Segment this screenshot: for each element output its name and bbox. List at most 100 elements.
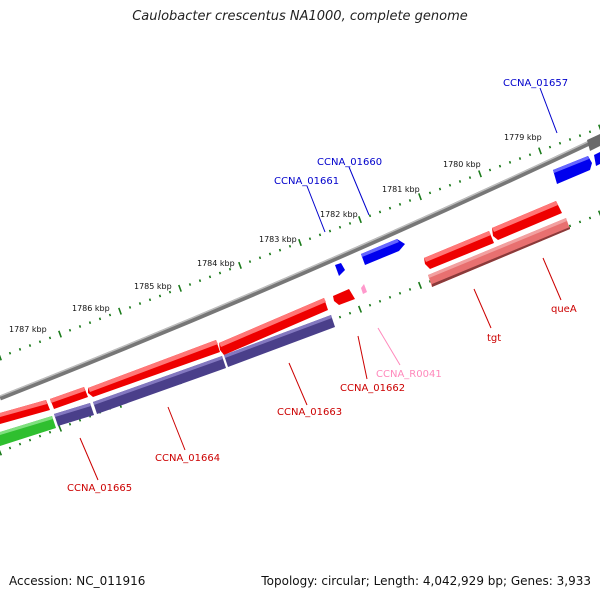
inner-scale-minor-tick <box>68 422 72 426</box>
outer-scale-minor-tick <box>208 275 212 279</box>
inner-scale-major-tick <box>357 305 363 313</box>
gene-label-ccna-r0041[interactable]: CCNA_R0041 <box>376 369 442 380</box>
gene-label-ccna-01663[interactable]: CCNA_01663 <box>277 407 342 418</box>
cds-feature-queA-tgt[interactable] <box>428 218 570 287</box>
inner-scale-minor-tick <box>338 315 342 319</box>
cds-track <box>0 218 570 446</box>
cds-feature-green[interactable] <box>0 416 56 446</box>
cds-feature-ccna-01664[interactable] <box>93 356 226 414</box>
scale-label-1785: 1785 kbp <box>134 282 172 291</box>
outer-scale-minor-tick <box>338 225 342 229</box>
genome-summary-text: Topology: circular; Length: 4,042,929 bp… <box>261 574 591 588</box>
inner-scale-minor-tick <box>578 220 582 224</box>
outer-scale-minor-tick <box>518 157 522 160</box>
scale-label-1786: 1786 kbp <box>72 304 110 313</box>
outer-scale-minor-tick <box>448 183 452 187</box>
gene-feature-queA[interactable] <box>492 201 562 240</box>
outer-scale-minor-tick <box>38 340 42 344</box>
outer-scale-minor-tick <box>578 134 582 138</box>
outer-scale-major-tick <box>178 284 182 292</box>
outer-scale-minor-tick <box>8 351 12 355</box>
gene-feature-ccna-01657b[interactable] <box>594 152 600 166</box>
outer-scale-minor-tick <box>428 191 432 195</box>
label-leaders <box>79 87 562 481</box>
gene-feature-grey-fragment[interactable] <box>587 134 600 151</box>
outer-scale-major-tick <box>298 238 302 247</box>
inner-scale-major-tick <box>597 210 600 217</box>
outer-scale-major-tick <box>118 307 122 315</box>
inner-scale-major-tick <box>0 449 3 456</box>
gene-label-ccna-01657[interactable]: CCNA_01657 <box>503 78 568 89</box>
gene-label-ccna-01660[interactable]: CCNA_01660 <box>317 157 382 168</box>
inner-scale-minor-tick <box>428 280 432 283</box>
outer-scale-major-tick <box>598 124 600 131</box>
outer-scale-minor-tick <box>78 325 82 328</box>
outer-scale-minor-tick <box>468 176 472 179</box>
outer-scale-minor-tick <box>188 283 192 286</box>
cds-feature-ccna-01663[interactable] <box>224 315 335 367</box>
outer-scale-minor-tick <box>558 141 562 145</box>
map-title: Caulobacter crescentus NA1000, complete … <box>132 9 468 24</box>
outer-scale-minor-tick <box>278 248 282 252</box>
outer-scale-major-tick <box>58 330 62 338</box>
outer-scale-minor-tick <box>198 279 202 283</box>
outer-scale-minor-tick <box>108 313 112 317</box>
cds-feature-ccna-01665[interactable] <box>54 403 94 426</box>
gene-feature-ccna-01660[interactable] <box>361 239 405 265</box>
scale-label-1780: 1780 kbp <box>443 160 481 169</box>
outer-scale-ticks <box>0 124 600 361</box>
inner-scale-minor-tick <box>568 224 572 228</box>
reverse-genes <box>0 201 562 424</box>
gene-label-queA[interactable]: queA <box>551 304 577 315</box>
inner-scale-minor-tick <box>8 446 12 450</box>
gene-label-tgt[interactable]: tgt <box>487 333 501 344</box>
inner-scale-minor-tick <box>78 418 82 422</box>
outer-scale-major-tick <box>358 216 362 224</box>
outer-scale-minor-tick <box>288 244 292 248</box>
gene-feature-ccna-01661[interactable] <box>335 263 345 276</box>
outer-scale-major-tick <box>0 354 2 361</box>
inner-scale-minor-tick <box>48 430 52 434</box>
gene-feature-ccna-01657[interactable] <box>553 156 592 184</box>
outer-scale-minor-tick <box>48 336 52 340</box>
outer-scale-minor-tick <box>228 267 232 271</box>
outer-scale-minor-tick <box>98 317 102 321</box>
inner-scale-minor-tick <box>28 438 32 442</box>
outer-scale-major-tick <box>238 261 242 269</box>
scale-label-1783: 1783 kbp <box>259 235 297 244</box>
genome-backbone <box>0 135 600 401</box>
inner-scale-minor-tick <box>378 299 382 303</box>
scale-label-1781: 1781 kbp <box>382 185 420 194</box>
outer-scale-minor-tick <box>28 344 32 347</box>
outer-scale-minor-tick <box>218 271 222 275</box>
outer-scale-minor-tick <box>528 153 532 157</box>
inner-scale-minor-tick <box>18 442 22 446</box>
genome-backbone-highlight <box>0 135 600 397</box>
outer-scale-major-tick <box>538 147 542 155</box>
inner-scale-minor-tick <box>388 295 392 299</box>
outer-scale-minor-tick <box>508 160 512 164</box>
outer-scale-minor-tick <box>458 180 462 183</box>
gene-feature-ccna-01662[interactable] <box>333 289 355 305</box>
gene-label-ccna-01662[interactable]: CCNA_01662 <box>340 383 405 394</box>
rna-feature-ccna-r0041[interactable] <box>361 284 367 294</box>
gene-label-ccna-01661[interactable]: CCNA_01661 <box>274 176 339 187</box>
gene-labels: CCNA_01657 CCNA_01660 CCNA_01661 queA tg… <box>67 78 577 494</box>
outer-scale-minor-tick <box>68 328 72 332</box>
inner-scale-major-tick <box>57 424 63 432</box>
outer-scale-minor-tick <box>168 290 172 294</box>
outer-scale-minor-tick <box>158 294 162 298</box>
inner-scale-minor-tick <box>368 303 372 307</box>
inner-scale-minor-tick <box>38 434 42 438</box>
outer-scale-minor-tick <box>438 187 442 191</box>
inner-scale-minor-tick <box>588 216 592 220</box>
gene-label-ccna-01664[interactable]: CCNA_01664 <box>155 453 220 464</box>
outer-scale-minor-tick <box>378 210 382 214</box>
outer-scale-minor-tick <box>398 202 402 206</box>
forward-genes <box>335 134 600 276</box>
gene-label-ccna-01665[interactable]: CCNA_01665 <box>67 483 132 494</box>
outer-scale-minor-tick <box>248 260 252 263</box>
outer-scale-minor-tick <box>128 306 132 309</box>
outer-scale-minor-tick <box>408 199 412 202</box>
